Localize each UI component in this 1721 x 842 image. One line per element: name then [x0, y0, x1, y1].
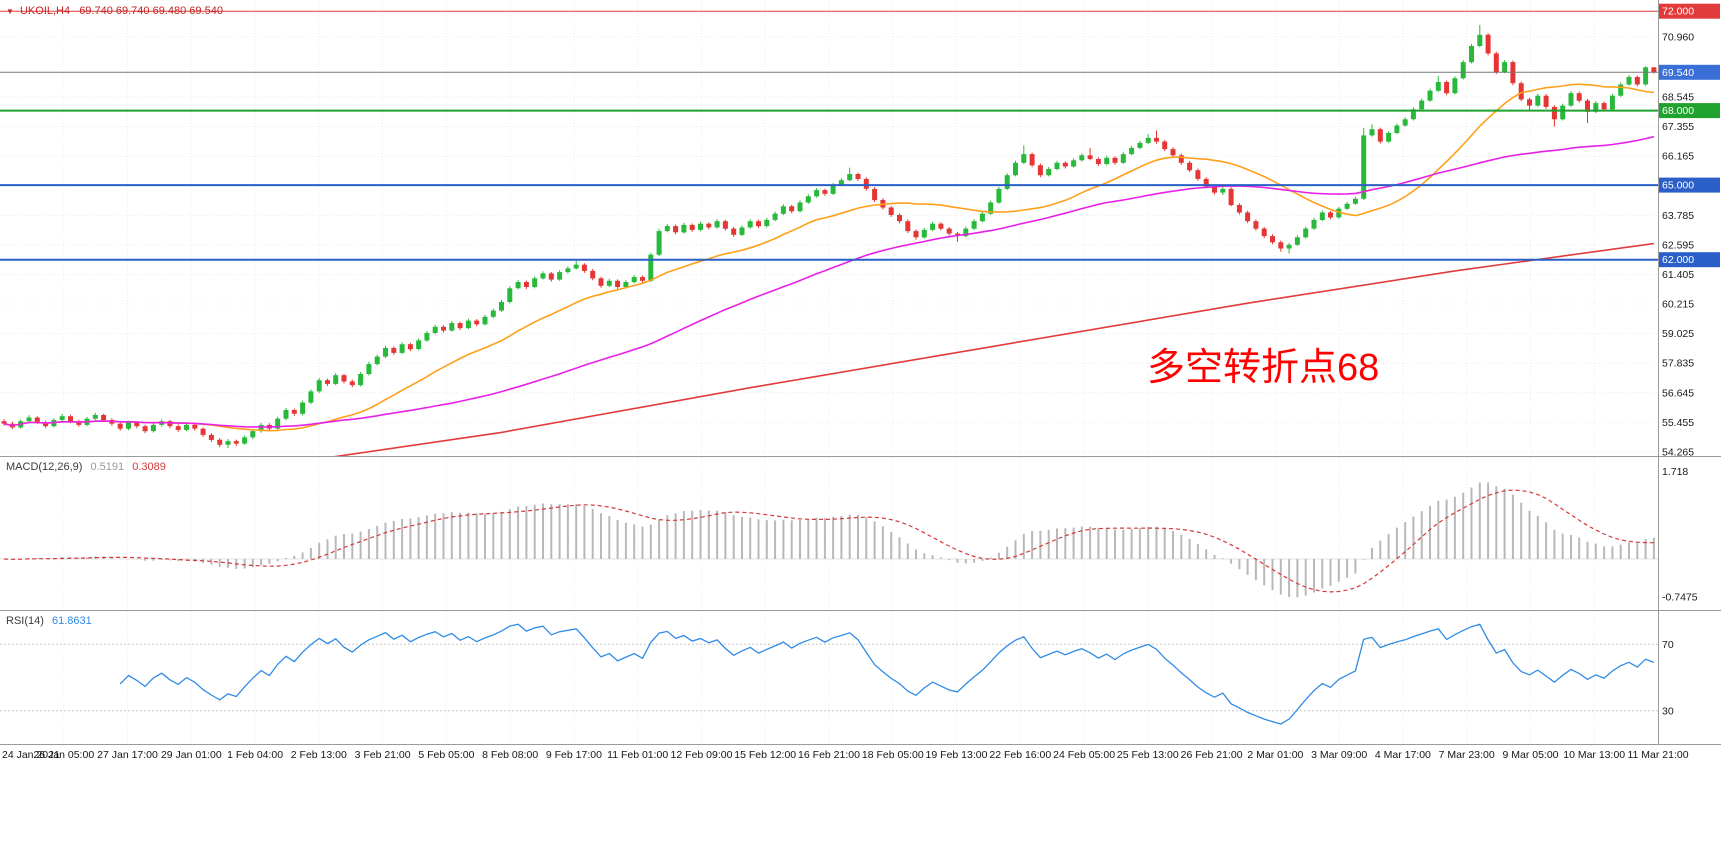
axis-separator [1658, 0, 1659, 745]
time-axis-label: 3 Feb 21:00 [354, 749, 411, 761]
price-axis-label: 56.645 [1662, 387, 1694, 399]
rsi-indicator-label: RSI(14) 61.8631 [6, 615, 92, 627]
time-axis-label: 18 Feb 05:00 [861, 749, 924, 761]
price-axis-label: 59.025 [1662, 328, 1694, 340]
rsi-axis-label: 30 [1662, 705, 1674, 717]
macd-indicator-label: MACD(12,26,9) 0.5191 0.3089 [6, 461, 166, 473]
time-axis-label: 22 Feb 16:00 [989, 749, 1052, 761]
time-axis-label: 16 Feb 21:00 [798, 749, 860, 761]
rsi-axis-label: 70 [1662, 639, 1674, 651]
price-badge [1658, 177, 1720, 193]
time-axis-label: 11 Mar 21:00 [1627, 749, 1689, 761]
macd-main-value: 0.5191 [90, 461, 125, 473]
price-badge-label: 65.000 [1662, 180, 1694, 192]
price-axis-label: 70.960 [1662, 32, 1694, 44]
time-axis[interactable]: 24 Jan 2021 26 Jan 05:00 27 Jan 17:00 29 Ja… [0, 746, 1721, 764]
price-axis-label: 55.455 [1662, 417, 1694, 429]
time-axis-label: 25 Feb 13:00 [1116, 749, 1179, 761]
time-axis-label: 26 Feb 21:00 [1180, 749, 1243, 761]
time-axis-label: 24 Feb 05:00 [1053, 749, 1116, 761]
time-axis-label: 3 Mar 09:00 [1311, 749, 1368, 761]
rsi-name: RSI(14) [6, 615, 44, 627]
price-badge-label: 62.000 [1662, 254, 1694, 266]
time-axis-label: 11 Feb 01:00 [607, 749, 669, 761]
price-badge-label: 69.540 [1662, 67, 1694, 79]
price-axis-label: 57.835 [1662, 358, 1694, 370]
time-axis-label: 2 Mar 01:00 [1247, 749, 1304, 761]
time-axis-label: 8 Feb 08:00 [482, 749, 539, 761]
price-axis-label: 67.355 [1662, 121, 1694, 133]
price-axis-label: 62.595 [1662, 239, 1694, 251]
price-axis-label: 66.165 [1662, 151, 1694, 163]
price-axis-label: 60.215 [1662, 299, 1694, 311]
macd-name: MACD(12,26,9) [6, 461, 83, 473]
macd-signal-value: 0.3089 [132, 461, 166, 473]
time-axis-label: 1 Feb 04:00 [227, 749, 284, 761]
pane-separator[interactable] [0, 610, 1721, 611]
time-axis-label: 2 Feb 13:00 [290, 749, 347, 761]
price-badge [1658, 252, 1720, 268]
time-axis-label: 5 Feb 05:00 [418, 749, 475, 761]
time-axis-label: 26 Jan 05:00 [33, 749, 95, 761]
macd-axis-label: -0.7475 [1662, 592, 1698, 604]
price-badge [1658, 3, 1720, 19]
rsi-pane[interactable] [0, 611, 1658, 744]
price-badge-label: 72.000 [1662, 6, 1694, 18]
time-axis-label: 9 Mar 05:00 [1502, 749, 1559, 761]
price-badge-label: 68.000 [1662, 105, 1694, 117]
price-axis-label: 63.785 [1662, 210, 1694, 222]
annotation-text: 多空转折点68 [1147, 347, 1380, 389]
rsi-value: 61.8631 [51, 615, 92, 627]
time-axis-label: 27 Jan 17:00 [97, 749, 158, 761]
time-axis-label: 29 Jan 01:00 [160, 749, 222, 761]
time-axis-label: 10 Mar 13:00 [1563, 749, 1626, 761]
price-axis-label: 68.545 [1662, 92, 1694, 104]
ohlc-values: 69.740 69.740 69.480 69.540 [79, 5, 223, 17]
price-axis[interactable]: 70.960 68.545 67.355 66.165 63.785 62.595 61.4… [1658, 0, 1721, 745]
time-axis-label: 4 Mar 17:00 [1374, 749, 1431, 761]
pane-separator[interactable] [0, 456, 1721, 457]
time-axis-label: 7 Mar 23:00 [1438, 749, 1495, 761]
time-axis-label: 9 Feb 17:00 [545, 749, 602, 761]
price-axis-label: 54.265 [1662, 446, 1694, 458]
dropdown-arrow-icon: ▼ [6, 7, 14, 16]
price-chart-pane[interactable] [0, 0, 1658, 456]
macd-pane[interactable] [0, 457, 1658, 610]
price-badge [1658, 103, 1720, 119]
pane-separator[interactable] [0, 744, 1721, 745]
time-axis-label: 24 Jan 2021 [2, 749, 60, 761]
symbol-label: UKOIL,H4 [19, 5, 71, 17]
price-badge [1658, 64, 1720, 80]
symbol-ohlc-header: ▼ UKOIL,H4 69.740 69.740 69.480 69.540 [6, 5, 223, 17]
macd-axis-label: 1.718 [1662, 466, 1688, 478]
time-axis-label: 15 Feb 12:00 [734, 749, 797, 761]
price-axis-label: 61.405 [1662, 269, 1694, 281]
time-axis-label: 19 Feb 13:00 [925, 749, 988, 761]
time-axis-label: 12 Feb 09:00 [670, 749, 733, 761]
